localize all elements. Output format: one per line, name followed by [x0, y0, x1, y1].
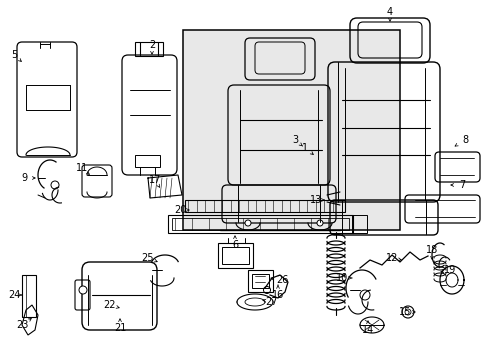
Text: 16: 16 — [271, 290, 284, 300]
Text: 3: 3 — [291, 135, 298, 145]
Text: 22: 22 — [103, 300, 116, 310]
Text: 27: 27 — [265, 297, 278, 307]
Text: 8: 8 — [461, 135, 467, 145]
Circle shape — [79, 286, 87, 294]
Circle shape — [359, 290, 369, 300]
Text: 12: 12 — [385, 253, 397, 263]
Text: 10: 10 — [335, 273, 347, 283]
Bar — [251, 274, 268, 288]
Text: 17: 17 — [148, 175, 161, 185]
Text: 4: 4 — [386, 7, 392, 17]
Text: 7: 7 — [458, 180, 464, 190]
Text: 25: 25 — [142, 253, 154, 263]
Text: 18: 18 — [425, 245, 437, 255]
Text: 11: 11 — [76, 163, 88, 173]
Text: 13: 13 — [309, 195, 322, 205]
Text: 19: 19 — [443, 265, 455, 275]
Circle shape — [244, 220, 250, 226]
Bar — [222, 247, 248, 264]
Text: 14: 14 — [361, 325, 373, 335]
Circle shape — [401, 306, 413, 318]
Circle shape — [404, 309, 410, 315]
Bar — [168, 215, 352, 233]
Bar — [247, 270, 272, 292]
Text: 24: 24 — [8, 290, 20, 300]
Text: 21: 21 — [114, 323, 126, 333]
Text: 15: 15 — [398, 307, 410, 317]
Bar — [183, 30, 399, 230]
Bar — [351, 215, 366, 233]
Bar — [172, 218, 348, 230]
Text: 23: 23 — [16, 320, 28, 330]
Text: 20: 20 — [173, 205, 186, 215]
Text: 2: 2 — [148, 40, 155, 50]
Text: 26: 26 — [275, 275, 287, 285]
Text: 6: 6 — [231, 240, 238, 250]
Bar — [22, 275, 36, 317]
Circle shape — [316, 220, 323, 226]
Bar — [135, 42, 163, 56]
Bar — [135, 155, 160, 167]
Text: 9: 9 — [21, 173, 27, 183]
Text: 1: 1 — [301, 143, 307, 153]
Bar — [184, 200, 345, 212]
Text: 5: 5 — [11, 50, 17, 60]
Bar — [218, 243, 252, 268]
